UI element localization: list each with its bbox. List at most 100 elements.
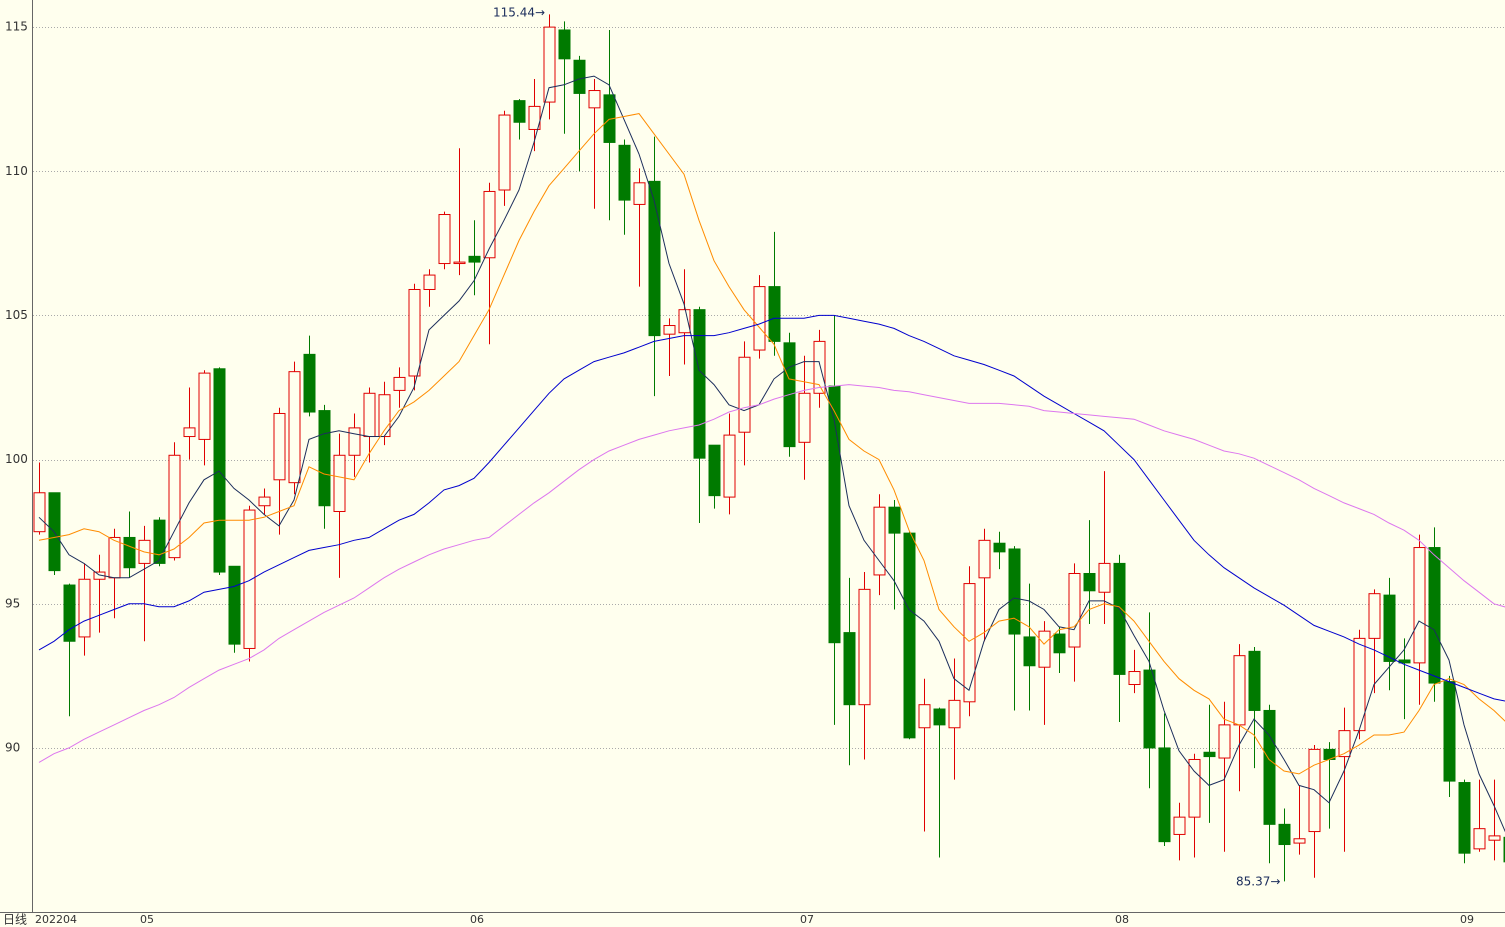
x-tick-label: 05 xyxy=(140,913,154,926)
candle-body xyxy=(363,392,376,438)
x-tick-label: 202204 xyxy=(35,913,77,926)
candle-body xyxy=(1263,709,1276,825)
candle-body xyxy=(333,454,346,513)
y-tick-label: 95 xyxy=(5,596,20,610)
candle-body xyxy=(1083,572,1096,592)
candle-body xyxy=(213,368,226,573)
candle-body xyxy=(618,144,631,201)
candle-body xyxy=(243,509,256,649)
candle-body xyxy=(1338,730,1351,758)
candle-body xyxy=(1128,671,1141,686)
candle-body xyxy=(1098,562,1111,593)
x-tick-label: 07 xyxy=(800,913,814,926)
candle-body xyxy=(708,444,721,497)
candle-body xyxy=(33,492,46,533)
candle-body xyxy=(108,536,121,579)
candle-body xyxy=(978,539,991,579)
candle-body xyxy=(1143,669,1156,749)
candle-body xyxy=(438,214,451,265)
candle-body xyxy=(198,372,211,440)
candle-body xyxy=(1158,747,1171,843)
candle-body xyxy=(228,565,241,645)
plot-area xyxy=(33,14,1505,882)
candle-body xyxy=(468,255,481,263)
candle-body xyxy=(1023,636,1036,667)
candle-body xyxy=(918,704,931,729)
candle-body xyxy=(258,496,271,507)
candle-body xyxy=(408,288,421,377)
x-tick-label: 09 xyxy=(1460,913,1474,926)
candle-body xyxy=(903,532,916,739)
candle-body xyxy=(1038,630,1051,668)
y-tick-label: 110 xyxy=(5,164,28,178)
candle-body xyxy=(513,100,526,123)
candle-body xyxy=(933,708,946,726)
candle-body xyxy=(843,632,856,706)
candle-body xyxy=(1443,681,1456,782)
candle-body xyxy=(648,180,661,337)
x-tick-label: 06 xyxy=(470,913,484,926)
candle-body xyxy=(543,26,556,103)
candle-body xyxy=(1008,548,1021,635)
candle-body xyxy=(963,583,976,703)
candle-body xyxy=(1473,828,1486,850)
candle-body xyxy=(678,309,691,334)
candle-body xyxy=(723,434,736,498)
candle-body xyxy=(453,261,466,265)
y-tick-label: 115 xyxy=(5,20,28,34)
candle-body xyxy=(768,286,781,342)
candle-body xyxy=(1113,562,1126,675)
x-tick-label: 08 xyxy=(1115,913,1129,926)
candle-body xyxy=(1383,594,1396,662)
candle-body xyxy=(153,519,166,564)
candle-body xyxy=(573,59,586,94)
candle-body xyxy=(1428,547,1441,684)
candle-body xyxy=(1368,593,1381,639)
candle-body xyxy=(663,325,676,335)
candle-body xyxy=(318,410,331,507)
moving-average-line xyxy=(38,314,1505,702)
candle-body xyxy=(693,309,706,459)
candle-body xyxy=(558,29,571,60)
candle-body xyxy=(1053,633,1066,654)
candle-body xyxy=(588,90,601,109)
moving-average-line xyxy=(38,75,1505,833)
candle-body xyxy=(498,114,511,191)
candle-body xyxy=(858,588,871,706)
candle-body xyxy=(1068,572,1081,648)
candle-body xyxy=(423,274,436,290)
candle-body xyxy=(633,182,646,205)
candle-body xyxy=(753,286,766,351)
candle-body xyxy=(813,340,826,394)
candle-body xyxy=(798,392,811,443)
y-tick-label: 105 xyxy=(5,308,28,322)
candle-body xyxy=(348,427,361,456)
candle-body xyxy=(123,536,136,569)
min-annotation: 85.37→ xyxy=(1236,875,1280,889)
candle-body xyxy=(528,105,541,130)
moving-average-line xyxy=(38,384,1505,763)
candle-body xyxy=(1203,751,1216,758)
candle-body xyxy=(888,506,901,534)
candle-body xyxy=(1278,823,1291,846)
candle-body xyxy=(183,427,196,438)
candle-body xyxy=(393,376,406,391)
candle-body xyxy=(1458,782,1471,854)
candle-body xyxy=(1233,655,1246,726)
candle-body xyxy=(738,356,751,433)
candle-body xyxy=(1413,547,1426,664)
candle-body xyxy=(1218,724,1231,759)
period-label: 日线 xyxy=(3,913,27,927)
max-annotation: 115.44→ xyxy=(493,6,545,20)
candle-body xyxy=(303,353,316,413)
candle-body xyxy=(78,578,91,638)
moving-average-line xyxy=(38,113,1505,775)
candle-body xyxy=(1293,838,1306,844)
candle-body xyxy=(873,506,886,576)
candle-body xyxy=(483,190,496,259)
candle-body xyxy=(1188,758,1201,818)
candle-body xyxy=(168,454,181,559)
